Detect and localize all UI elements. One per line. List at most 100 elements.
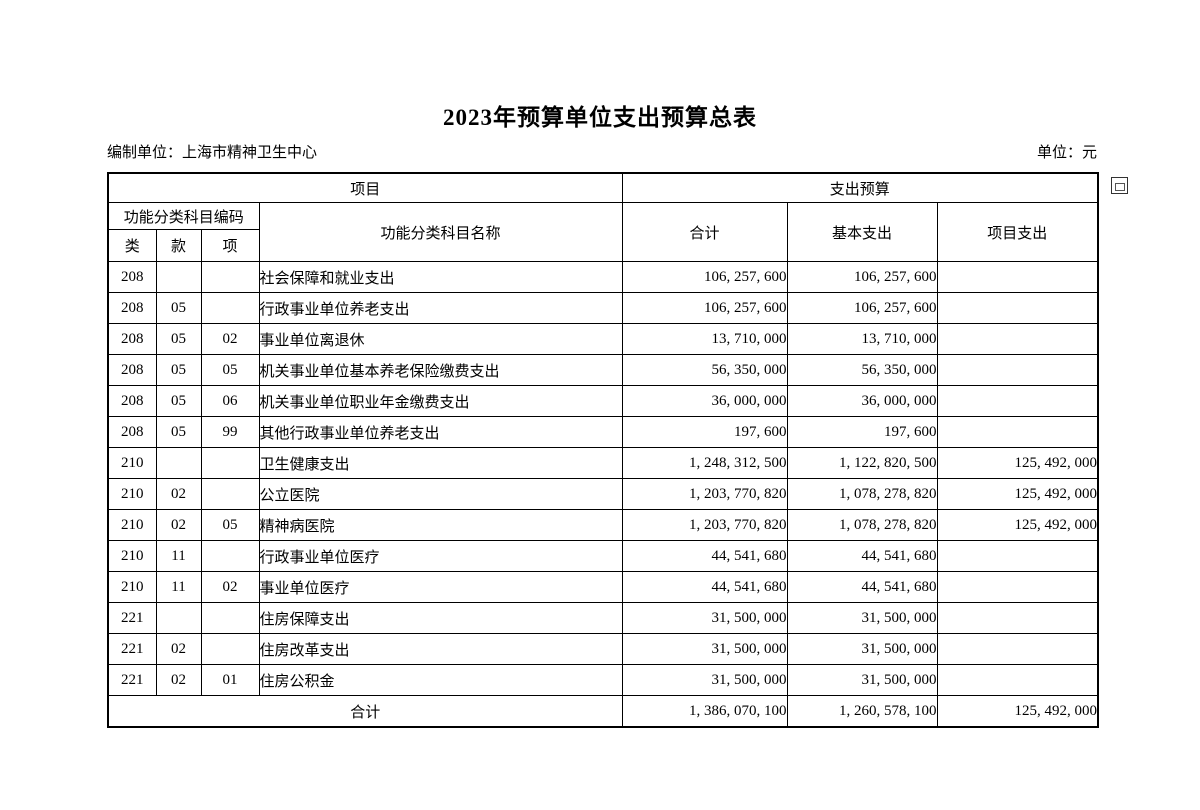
project-cell — [936, 323, 1099, 355]
header-col-lei: 类 — [107, 229, 157, 262]
lei-cell: 221 — [107, 602, 157, 634]
project-cell — [936, 385, 1099, 417]
project-cell: 125, 492, 000 — [936, 478, 1099, 510]
xiang-cell: 02 — [200, 571, 260, 603]
xiang-cell: 05 — [200, 354, 260, 386]
table-row: 208 05 行政事业单位养老支出 106, 257, 600 106, 257… — [107, 292, 1099, 324]
kuan-cell: 02 — [155, 478, 202, 510]
header-budget-group: 支出预算 — [621, 172, 1099, 203]
total-row-total: 1, 386, 070, 100 — [621, 695, 788, 728]
kuan-cell — [155, 261, 202, 293]
lei-cell: 221 — [107, 664, 157, 696]
header-col-xiang: 项 — [200, 229, 260, 262]
total-row-project: 125, 492, 000 — [936, 695, 1099, 728]
name-cell: 行政事业单位医疗 — [258, 540, 623, 572]
xiang-cell — [200, 447, 260, 479]
header-col-total: 合计 — [621, 202, 788, 262]
project-cell — [936, 602, 1099, 634]
name-cell: 机关事业单位职业年金缴费支出 — [258, 385, 623, 417]
name-cell: 事业单位离退休 — [258, 323, 623, 355]
kuan-cell: 02 — [155, 633, 202, 665]
kuan-cell: 02 — [155, 664, 202, 696]
lei-cell: 210 — [107, 447, 157, 479]
name-cell: 住房保障支出 — [258, 602, 623, 634]
total-cell: 44, 541, 680 — [621, 540, 788, 572]
kuan-cell: 02 — [155, 509, 202, 541]
viewer-tool-icon[interactable] — [1111, 177, 1128, 194]
basic-cell: 56, 350, 000 — [786, 354, 938, 386]
lei-cell: 208 — [107, 385, 157, 417]
project-cell — [936, 633, 1099, 665]
xiang-cell: 01 — [200, 664, 260, 696]
xiang-cell — [200, 292, 260, 324]
xiang-cell — [200, 602, 260, 634]
total-cell: 106, 257, 600 — [621, 292, 788, 324]
lei-cell: 210 — [107, 571, 157, 603]
kuan-cell: 05 — [155, 385, 202, 417]
budget-table: 项目 支出预算 功能分类科目编码 功能分类科目名称 合计 基本支出 项目支出 类… — [107, 172, 1100, 728]
xiang-cell — [200, 540, 260, 572]
kuan-cell — [155, 602, 202, 634]
project-cell — [936, 354, 1099, 386]
total-cell: 106, 257, 600 — [621, 261, 788, 293]
basic-cell: 44, 541, 680 — [786, 540, 938, 572]
lei-cell: 208 — [107, 416, 157, 448]
basic-cell: 1, 078, 278, 820 — [786, 509, 938, 541]
basic-cell: 36, 000, 000 — [786, 385, 938, 417]
header-project-group: 项目 — [107, 172, 623, 203]
name-cell: 行政事业单位养老支出 — [258, 292, 623, 324]
name-cell: 公立医院 — [258, 478, 623, 510]
basic-cell: 13, 710, 000 — [786, 323, 938, 355]
xiang-cell — [200, 261, 260, 293]
table-row: 210 02 05 精神病医院 1, 203, 770, 820 1, 078,… — [107, 509, 1099, 541]
name-cell: 机关事业单位基本养老保险缴费支出 — [258, 354, 623, 386]
table-row: 210 11 02 事业单位医疗 44, 541, 680 44, 541, 6… — [107, 571, 1099, 603]
lei-cell: 208 — [107, 354, 157, 386]
basic-cell: 106, 257, 600 — [786, 292, 938, 324]
total-cell: 1, 203, 770, 820 — [621, 509, 788, 541]
xiang-cell: 05 — [200, 509, 260, 541]
table-row: 208 05 02 事业单位离退休 13, 710, 000 13, 710, … — [107, 323, 1099, 355]
viewer-tool-icon-glyph — [1115, 183, 1125, 191]
total-row: 合计 1, 386, 070, 100 1, 260, 578, 100 125… — [107, 695, 1099, 728]
basic-cell: 44, 541, 680 — [786, 571, 938, 603]
total-cell: 197, 600 — [621, 416, 788, 448]
kuan-cell: 05 — [155, 354, 202, 386]
table-row: 208 05 05 机关事业单位基本养老保险缴费支出 56, 350, 000 … — [107, 354, 1099, 386]
lei-cell: 210 — [107, 540, 157, 572]
table-row: 210 02 公立医院 1, 203, 770, 820 1, 078, 278… — [107, 478, 1099, 510]
project-cell — [936, 416, 1099, 448]
name-cell: 其他行政事业单位养老支出 — [258, 416, 623, 448]
lei-cell: 221 — [107, 633, 157, 665]
name-cell: 精神病医院 — [258, 509, 623, 541]
lei-cell: 208 — [107, 261, 157, 293]
header-row-groups: 项目 支出预算 — [107, 172, 1099, 203]
table-row: 210 11 行政事业单位医疗 44, 541, 680 44, 541, 68… — [107, 540, 1099, 572]
table-row: 208 05 99 其他行政事业单位养老支出 197, 600 197, 600 — [107, 416, 1099, 448]
prepared-by-label: 编制单位：上海市精神卫生中心 — [107, 145, 318, 161]
basic-cell: 1, 078, 278, 820 — [786, 478, 938, 510]
project-cell — [936, 540, 1099, 572]
table-row: 208 05 06 机关事业单位职业年金缴费支出 36, 000, 000 36… — [107, 385, 1099, 417]
header-col-kuan: 款 — [155, 229, 202, 262]
kuan-cell: 05 — [155, 323, 202, 355]
header-col-project: 项目支出 — [936, 202, 1099, 262]
basic-cell: 197, 600 — [786, 416, 938, 448]
total-row-basic: 1, 260, 578, 100 — [786, 695, 938, 728]
project-cell — [936, 664, 1099, 696]
basic-cell: 106, 257, 600 — [786, 261, 938, 293]
name-cell: 事业单位医疗 — [258, 571, 623, 603]
kuan-cell — [155, 447, 202, 479]
page-title: 2023年预算单位支出预算总表 — [443, 105, 757, 130]
basic-cell: 31, 500, 000 — [786, 602, 938, 634]
total-cell: 13, 710, 000 — [621, 323, 788, 355]
table-row: 221 02 01 住房公积金 31, 500, 000 31, 500, 00… — [107, 664, 1099, 696]
lei-cell: 208 — [107, 323, 157, 355]
name-cell: 卫生健康支出 — [258, 447, 623, 479]
total-cell: 31, 500, 000 — [621, 602, 788, 634]
table-row: 221 02 住房改革支出 31, 500, 000 31, 500, 000 — [107, 633, 1099, 665]
total-row-label: 合计 — [107, 695, 623, 728]
kuan-cell: 11 — [155, 540, 202, 572]
xiang-cell: 02 — [200, 323, 260, 355]
